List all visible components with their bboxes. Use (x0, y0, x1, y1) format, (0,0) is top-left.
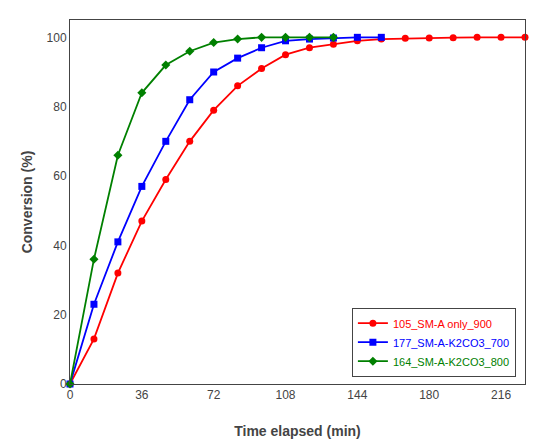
svg-text:108: 108 (276, 388, 296, 402)
svg-text:40: 40 (53, 239, 67, 253)
svg-text:177_SM-A-K2CO3_700: 177_SM-A-K2CO3_700 (393, 337, 509, 349)
svg-text:0: 0 (60, 377, 67, 391)
svg-text:216: 216 (491, 388, 511, 402)
svg-text:60: 60 (53, 169, 67, 183)
svg-text:105_SM-A only_900: 105_SM-A only_900 (393, 318, 492, 330)
svg-text:36: 36 (135, 388, 149, 402)
svg-text:Time elapsed (min): Time elapsed (min) (234, 423, 361, 439)
svg-text:72: 72 (207, 388, 221, 402)
svg-text:20: 20 (53, 308, 67, 322)
svg-text:0: 0 (67, 388, 74, 402)
svg-text:164_SM-A-K2CO3_800: 164_SM-A-K2CO3_800 (393, 356, 509, 368)
svg-text:144: 144 (347, 388, 367, 402)
svg-text:100: 100 (47, 31, 67, 45)
svg-text:Conversion (%): Conversion (%) (19, 151, 35, 254)
svg-text:180: 180 (419, 388, 439, 402)
svg-text:80: 80 (53, 100, 67, 114)
